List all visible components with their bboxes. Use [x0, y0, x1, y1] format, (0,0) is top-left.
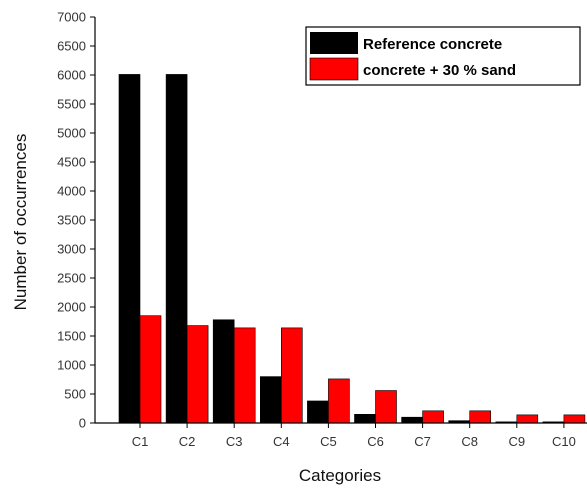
- x-tick-label-c9: C9: [508, 434, 525, 449]
- y-tick-label: 1000: [57, 358, 86, 373]
- x-tick-label-c4: C4: [273, 434, 290, 449]
- y-tick-label: 6500: [57, 39, 86, 54]
- bar-sand-c1: [139, 315, 162, 424]
- y-axis-ticks: 0 500 1000 1500 2000 2500 3000 3500 4000 4500 5000…: [57, 10, 95, 431]
- bar-reference-c7: [401, 416, 423, 424]
- x-tick-label-c5: C5: [320, 434, 337, 449]
- x-tick-label-c8: C8: [461, 434, 478, 449]
- y-tick-label: 6000: [57, 68, 86, 83]
- x-tick-label-c7: C7: [414, 434, 431, 449]
- y-tick-label: 5500: [57, 97, 86, 112]
- y-tick-label: 1500: [57, 329, 86, 344]
- bar-reference-c1: [118, 74, 141, 424]
- bar-sand-c6: [375, 390, 397, 424]
- y-tick-label: 5000: [57, 126, 86, 141]
- y-tick-label: 7000: [57, 10, 86, 25]
- bar-reference-c6: [354, 413, 376, 424]
- bar-sand-c3: [233, 327, 256, 424]
- bar-sand-c2: [186, 325, 209, 424]
- y-tick-label: 3000: [57, 242, 86, 257]
- x-axis-ticks: C1 C2 C3 C4 C5 C6 C7 C8 C9 C10: [132, 423, 576, 449]
- x-tick-label-c2: C2: [179, 434, 196, 449]
- bar-sand-c10: [563, 414, 586, 424]
- bar-reference-c3: [212, 319, 235, 424]
- bar-sand-c5: [328, 378, 350, 424]
- legend-swatch-sand: [309, 57, 359, 81]
- bar-sand-c9: [516, 414, 539, 424]
- bar-reference-c4: [259, 376, 282, 424]
- x-tick-label-c6: C6: [367, 434, 384, 449]
- y-axis-title: Number of occurrences: [11, 134, 30, 311]
- x-axis-title: Categories: [299, 466, 381, 485]
- bars-group: [118, 74, 586, 424]
- y-tick-label: 2500: [57, 271, 86, 286]
- y-tick-label: 3500: [57, 213, 86, 228]
- y-tick-label: 500: [64, 387, 86, 402]
- bar-reference-c5: [307, 400, 329, 424]
- bar-reference-c2: [165, 74, 188, 424]
- y-tick-label: 4500: [57, 155, 86, 170]
- legend-label-sand: concrete + 30 % sand: [363, 62, 516, 79]
- bar-sand-c7: [422, 410, 444, 424]
- legend-label-reference: Reference concrete: [363, 36, 502, 53]
- legend-swatch-reference: [310, 32, 358, 54]
- x-tick-label-c10: C10: [552, 434, 576, 449]
- bar-sand-c4: [280, 327, 303, 424]
- legend: Reference concrete concrete + 30 % sand: [305, 26, 581, 86]
- y-tick-label: 2000: [57, 300, 86, 315]
- x-tick-label-c3: C3: [226, 434, 243, 449]
- y-tick-label: 0: [79, 416, 86, 431]
- y-tick-label: 4000: [57, 184, 86, 199]
- x-tick-label-c1: C1: [132, 434, 149, 449]
- bar-sand-c8: [469, 410, 492, 424]
